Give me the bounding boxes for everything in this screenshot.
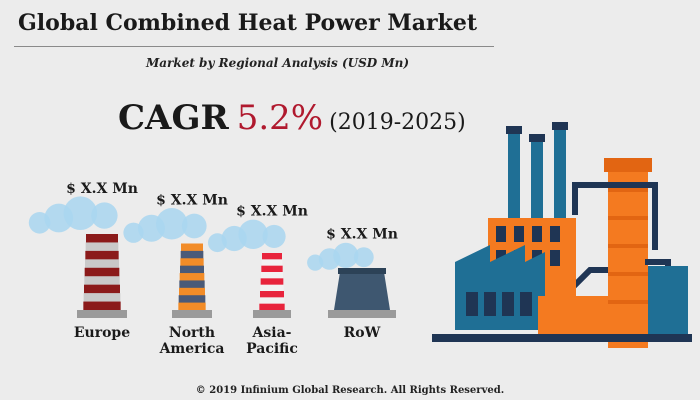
category-label: North [169,325,215,341]
bar-base [77,310,127,318]
cagr-period: (2019-2025) [329,110,466,135]
category-label: Asia- [252,325,292,341]
smoke-cloud-icon [207,219,286,253]
bar-base [253,310,291,318]
smoke-cloud-icon [28,196,118,234]
warehouse-icon [455,245,545,330]
side-building-icon [648,266,688,336]
data-label: $ X.X Mn [236,204,308,220]
bar-base [328,310,396,318]
category-label: Europe [74,325,130,341]
bar-base [172,310,212,318]
factory-ground [432,334,692,342]
bar-asia-pacific [259,253,285,311]
bar-europe [83,234,121,311]
bar-north-america [178,243,206,311]
bar-cap [338,268,386,274]
bar-row [334,272,390,310]
data-label: $ X.X Mn [66,181,138,197]
tall-tower-icon [604,158,652,348]
data-label: $ X.X Mn [326,227,398,243]
chart-title: Global Combined Heat Power Market [18,10,477,36]
category-label: America [159,341,225,357]
cagr-banner: CAGR 5.2% (2019-2025) [118,98,466,138]
cagr-label: CAGR [118,98,229,138]
chart-subtitle: Market by Regional Analysis (USD Mn) [146,56,410,70]
title-divider [14,46,494,47]
category-label: RoW [344,325,381,341]
copyright-footer: © 2019 Infinium Global Research. All Rig… [195,385,505,396]
data-label: $ X.X Mn [156,192,228,208]
blue-chimneys-icon [506,122,568,220]
category-label: Pacific [246,341,298,357]
smoke-cloud-icon [123,208,207,243]
front-block-icon [538,296,608,336]
cagr-value: 5.2% [236,98,324,138]
smoke-cloud-icon [307,242,374,271]
